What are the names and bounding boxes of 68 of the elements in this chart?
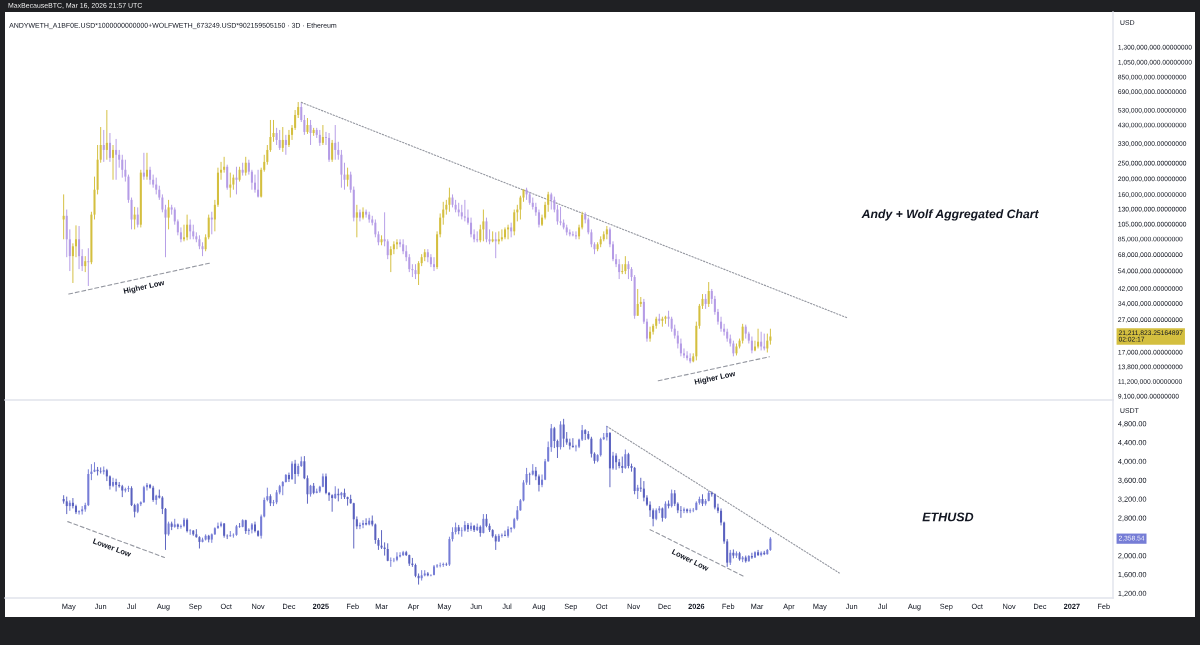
candlestick [574,230,577,240]
candlestick [235,166,238,195]
candlestick [476,230,479,243]
candlestick [186,214,189,241]
candlestick [636,288,639,317]
candlestick [482,209,485,242]
candlestick [649,326,652,343]
candlestick [553,426,556,449]
candlestick [226,164,229,191]
candlestick [686,350,689,361]
candlestick [757,328,760,349]
candlestick [682,507,686,514]
candlestick [642,480,645,502]
candlestick [121,154,124,179]
candlestick [633,466,636,495]
candlestick [331,139,334,163]
candlestick [679,505,682,519]
candlestick [149,166,152,186]
candlestick [352,502,355,549]
candlestick [284,134,287,156]
candlestick [78,509,81,516]
candlestick [253,174,257,194]
candlestick [500,532,503,539]
candlestick [679,338,682,357]
candlestick [112,144,115,181]
candlestick [105,109,108,161]
candlestick [309,119,312,146]
candlestick [328,132,331,163]
candlestick [145,152,148,181]
candlestick [389,556,392,568]
candlestick [392,240,395,255]
candlestick [281,126,284,153]
candlestick [760,331,763,351]
text: ETHUSD [922,512,974,522]
candlestick [291,460,294,481]
text: Andy + Wolf Aggregated Chart [861,209,1039,221]
candlestick [562,418,565,448]
candlestick [87,247,90,287]
candlestick [559,420,562,450]
candlestick [78,225,81,270]
candlestick [500,228,503,242]
candlestick [485,217,488,243]
candlestick [599,437,602,458]
candlestick [513,209,516,236]
candlestick [112,477,115,488]
candlestick [432,256,436,272]
candlestick [167,199,170,230]
candlestick [395,238,398,250]
candlestick [386,238,389,260]
candlestick [142,152,145,181]
candlestick [355,204,358,238]
candlestick [102,129,105,163]
candlestick [402,238,405,255]
candlestick [618,258,621,280]
candlestick [130,197,133,230]
candlestick [389,245,392,273]
candlestick [362,206,365,220]
candlestick [432,564,436,576]
candlestick [503,530,507,537]
candlestick [621,263,624,275]
candlestick [741,323,744,344]
candlestick [365,209,368,219]
candlestick [429,253,432,268]
candlestick [362,519,365,529]
candlestick [108,132,111,163]
candlestick [559,206,562,226]
candlestick [346,167,349,187]
candlestick [463,520,466,533]
